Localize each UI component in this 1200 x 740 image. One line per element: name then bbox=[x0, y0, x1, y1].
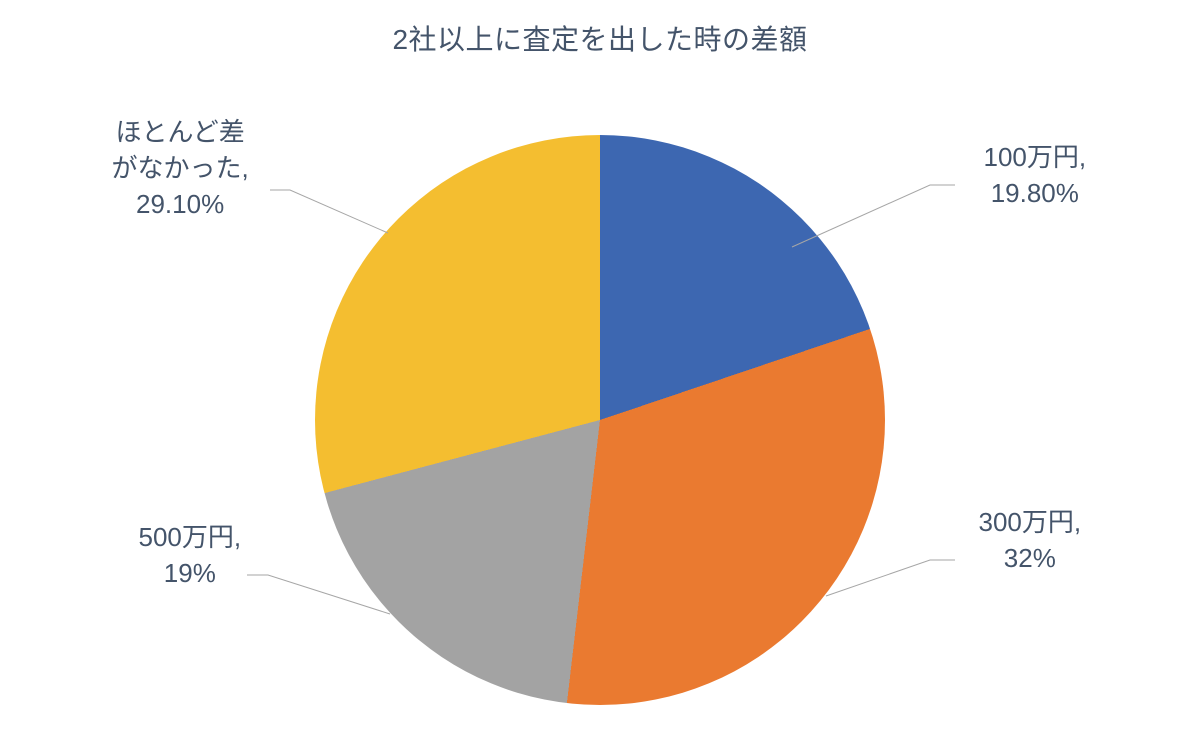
slice-label-pct: 19.80% bbox=[984, 175, 1087, 211]
slice-label-pct: 19% bbox=[139, 555, 242, 591]
slice-label-line: 100万円, bbox=[984, 139, 1087, 175]
slice-label-line: 500万円, bbox=[139, 519, 242, 555]
slice-label-line: がなかった, bbox=[112, 150, 249, 186]
chart-title: 2社以上に査定を出した時の差額 bbox=[0, 18, 1200, 58]
pie-disc bbox=[315, 135, 885, 705]
pie-chart bbox=[315, 135, 885, 705]
slice-label-line: ほとんど差 bbox=[112, 114, 249, 150]
slice-label-3: ほとんど差がなかった,29.10% bbox=[112, 114, 249, 223]
chart-stage: 2社以上に査定を出した時の差額 100万円,19.80% 300万円,32% 500… bbox=[0, 0, 1200, 740]
slice-label-line: 300万円, bbox=[979, 504, 1082, 540]
slice-label-pct: 32% bbox=[979, 540, 1082, 576]
slice-label-0: 100万円,19.80% bbox=[984, 139, 1087, 212]
slice-label-2: 500万円,19% bbox=[139, 519, 242, 592]
slice-label-1: 300万円,32% bbox=[979, 504, 1082, 577]
slice-label-pct: 29.10% bbox=[112, 186, 249, 222]
